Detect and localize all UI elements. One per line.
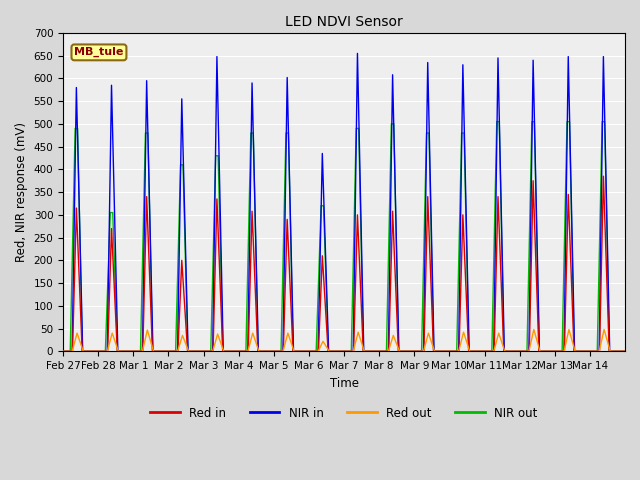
Y-axis label: Red, NIR response (mV): Red, NIR response (mV) bbox=[15, 122, 28, 262]
X-axis label: Time: Time bbox=[330, 377, 358, 390]
Legend: Red in, NIR in, Red out, NIR out: Red in, NIR in, Red out, NIR out bbox=[145, 402, 543, 424]
Title: LED NDVI Sensor: LED NDVI Sensor bbox=[285, 15, 403, 29]
Text: MB_tule: MB_tule bbox=[74, 47, 124, 58]
